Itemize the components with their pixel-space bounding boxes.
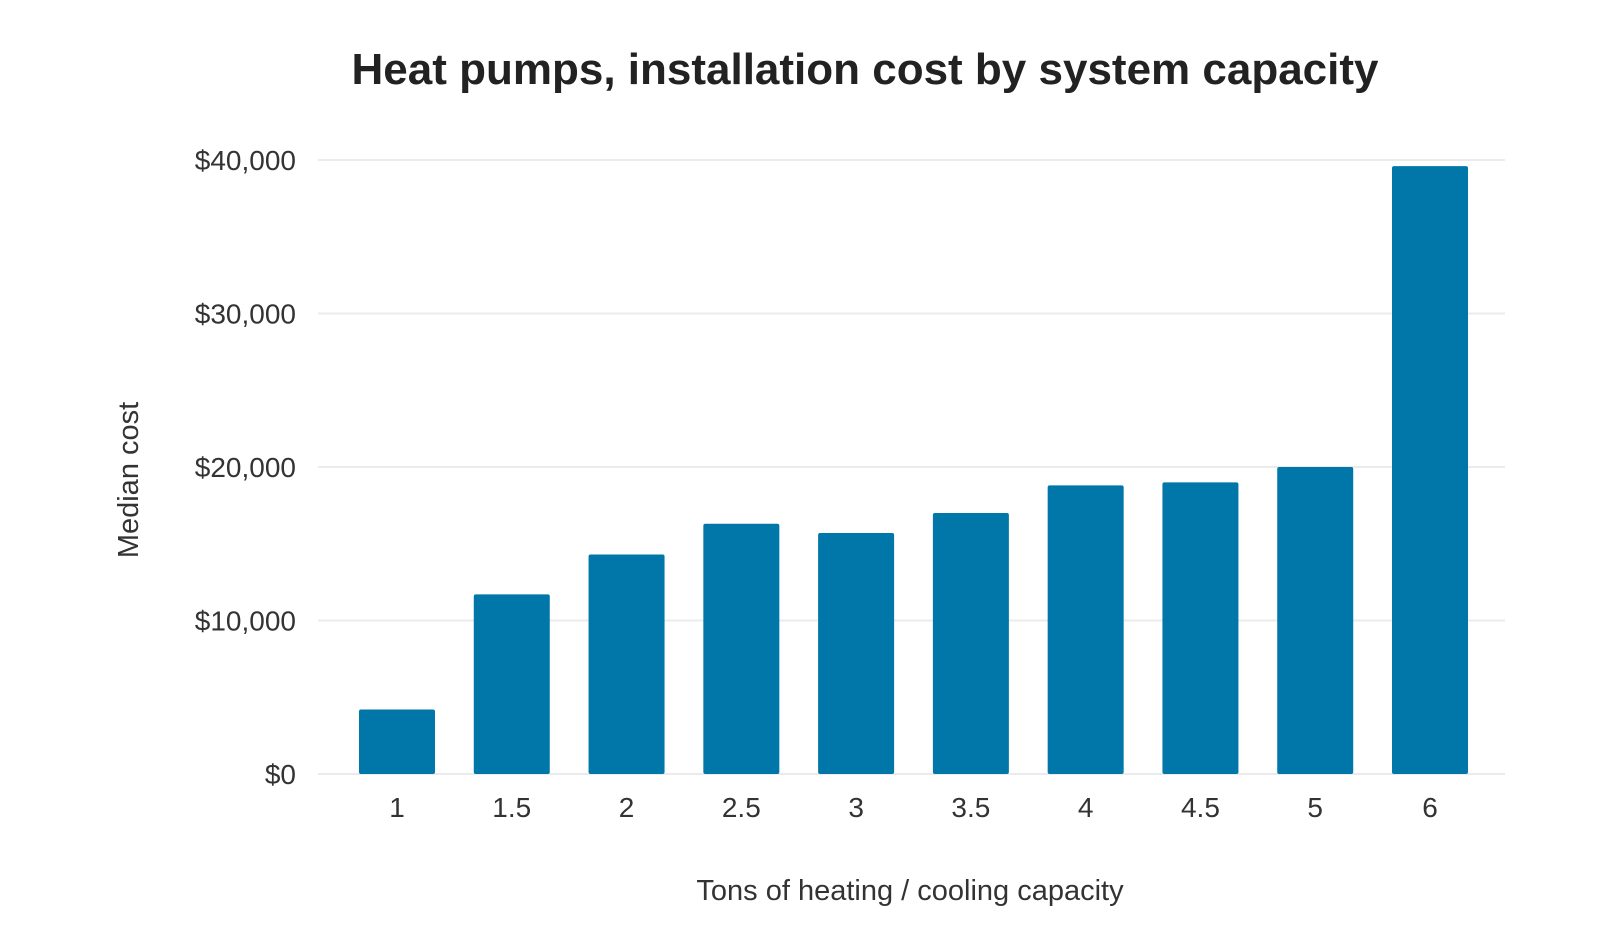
x-tick-label: 6 [1422,792,1438,823]
x-tick-label: 1.5 [492,792,531,823]
x-tick-label: 5 [1307,792,1323,823]
x-tick-label: 4.5 [1181,792,1220,823]
chart-title: Heat pumps, installation cost by system … [352,45,1380,94]
y-tick-label: $0 [265,759,296,790]
bar-2 [588,554,665,774]
x-tick-label: 1 [389,792,405,823]
y-tick-label: $10,000 [195,606,296,637]
x-axis-ticks: 1 1.5 2 2.5 3 3.5 4 4.5 5 6 [389,792,1438,823]
x-tick-label: 3.5 [951,792,990,823]
y-tick-label: $40,000 [195,145,296,176]
x-tick-label: 2.5 [722,792,761,823]
bar-1 [359,709,435,774]
x-axis-label: Tons of heating / cooling capacity [696,875,1124,907]
bar-4 [1047,485,1124,774]
x-tick-label: 4 [1078,792,1094,823]
y-axis-label: Median cost [113,402,145,558]
bar-6 [1392,166,1468,774]
bar-3.5 [932,513,1009,774]
bar-2.5 [703,523,780,774]
bar-5 [1277,467,1354,774]
y-tick-label: $20,000 [195,452,296,483]
y-tick-label: $30,000 [195,299,296,330]
bar-4.5 [1162,482,1239,774]
x-tick-label: 2 [619,792,635,823]
bars [359,166,1468,774]
bar-3 [818,533,895,774]
y-axis-ticks: $0 $10,000 $20,000 $30,000 $40,000 [195,145,296,790]
bar-1.5 [473,594,550,774]
x-tick-label: 3 [848,792,864,823]
